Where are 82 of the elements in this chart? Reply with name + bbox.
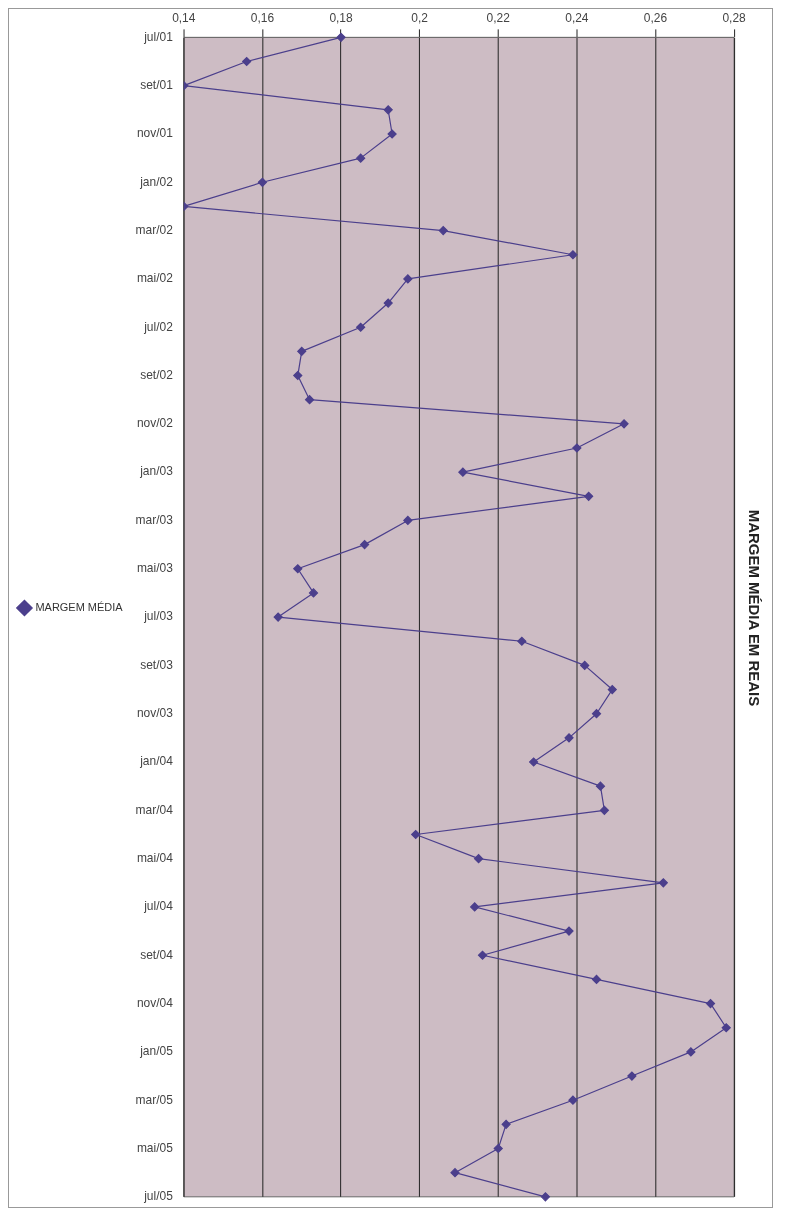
y-tick-label: jan/03 xyxy=(139,464,174,479)
point xyxy=(619,419,629,429)
x-tick-label: 0,16 xyxy=(250,11,275,26)
x-tick-label: 0,14 xyxy=(172,11,196,26)
y-tick-label: jan/05 xyxy=(139,1044,174,1059)
y-tick-label: jan/04 xyxy=(139,754,174,769)
y-tick-label: jul/01 xyxy=(143,29,174,44)
point xyxy=(458,467,468,477)
point xyxy=(474,854,484,864)
point xyxy=(308,588,319,598)
point xyxy=(293,564,303,574)
point xyxy=(540,1192,551,1202)
point xyxy=(387,129,397,139)
point xyxy=(403,274,413,284)
y-tick-label: set/02 xyxy=(140,367,174,382)
point xyxy=(591,974,602,985)
point xyxy=(568,1095,578,1105)
y-tick-label: nov/01 xyxy=(136,126,174,141)
point xyxy=(501,1119,511,1129)
y-tick-label: set/04 xyxy=(140,947,174,962)
point xyxy=(529,757,539,767)
point xyxy=(383,298,393,308)
point xyxy=(336,32,346,42)
y-tick-label: set/03 xyxy=(140,657,174,672)
y-tick-label: mar/03 xyxy=(135,512,174,527)
x-tick-label: 0,22 xyxy=(486,11,511,26)
point xyxy=(591,709,602,719)
y-tick-label: jul/03 xyxy=(143,609,174,624)
point xyxy=(470,902,480,912)
point xyxy=(360,540,370,550)
point xyxy=(572,443,582,453)
point xyxy=(599,805,609,815)
y-tick-label: mai/03 xyxy=(136,561,174,576)
point xyxy=(411,829,421,840)
x-tick-label: 0,26 xyxy=(643,11,668,26)
point xyxy=(297,346,307,356)
y-tick-label: mai/02 xyxy=(136,271,174,286)
y-tick-label: mar/02 xyxy=(135,222,174,237)
y-tick-label: nov/03 xyxy=(136,706,174,721)
point xyxy=(721,1023,731,1033)
point xyxy=(293,370,303,381)
y-tick-label: nov/04 xyxy=(136,995,174,1010)
point xyxy=(564,926,574,936)
y-tick-label: jul/05 xyxy=(143,1189,174,1204)
point xyxy=(304,395,315,405)
point xyxy=(705,998,716,1009)
point xyxy=(356,153,366,163)
point xyxy=(383,105,393,115)
y-tick-label: set/01 xyxy=(140,77,174,92)
y-tick-label: mai/05 xyxy=(136,1140,174,1155)
point xyxy=(450,1168,460,1178)
y-tick-label: mai/04 xyxy=(136,850,174,865)
point xyxy=(493,1143,503,1154)
point xyxy=(568,250,578,260)
point xyxy=(242,56,252,67)
x-tick-label: 0,28 xyxy=(722,11,747,26)
point xyxy=(403,515,413,526)
point xyxy=(580,660,590,670)
y-tick-label: jul/02 xyxy=(143,319,174,334)
point xyxy=(584,491,594,501)
point xyxy=(564,733,574,743)
y-tick-label: mar/04 xyxy=(135,802,174,817)
x-tick-label: 0,18 xyxy=(329,11,353,26)
point xyxy=(627,1071,637,1081)
point xyxy=(595,781,606,791)
point xyxy=(658,878,668,888)
text: MARGEM MÉDIA EM REAIS xyxy=(745,509,763,707)
point xyxy=(686,1047,696,1057)
y-tick-label: nov/02 xyxy=(136,416,174,431)
point xyxy=(273,612,283,622)
legend-label: MARGEM MÉDIA xyxy=(35,601,124,614)
y-tick-label: jan/02 xyxy=(139,174,174,189)
point xyxy=(607,684,617,695)
point xyxy=(438,226,448,236)
y-tick-label: jul/04 xyxy=(143,899,174,914)
y-tick-label: mar/05 xyxy=(135,1092,174,1107)
point xyxy=(257,177,267,187)
point xyxy=(477,950,488,960)
point xyxy=(517,636,527,646)
x-tick-label: 0,2 xyxy=(411,11,429,26)
point xyxy=(356,322,366,332)
x-tick-label: 0,24 xyxy=(565,11,589,26)
